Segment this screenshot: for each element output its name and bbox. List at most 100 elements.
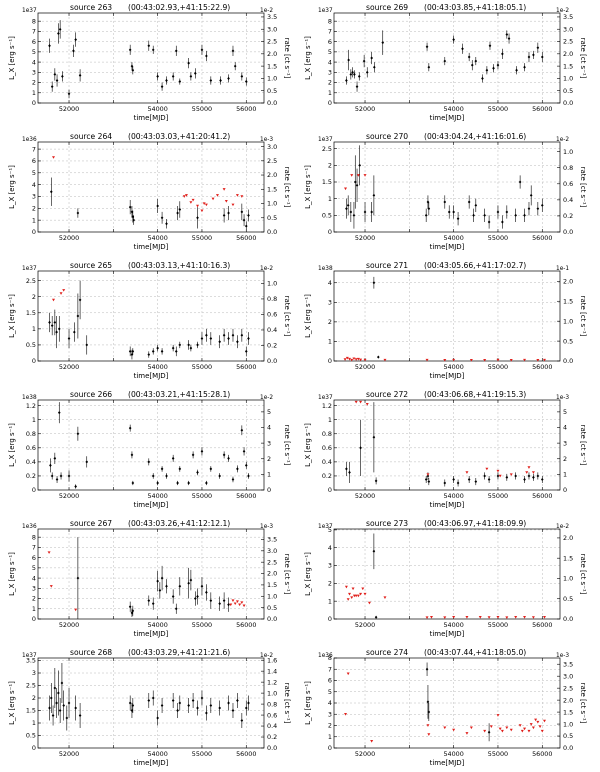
upper-limit-point: [452, 728, 456, 732]
x-axis-label: time[MJD]: [430, 630, 465, 638]
data-point: [514, 213, 517, 217]
y2-tick-label: 1.5: [563, 297, 573, 305]
y2-tick-label: 2.5: [563, 684, 573, 692]
data-point: [424, 477, 428, 482]
y2-tick-label: 3.5: [563, 660, 573, 668]
data-point: [176, 211, 179, 215]
series-upper-limits: [344, 174, 367, 191]
y2-tick-label: 1.5: [563, 708, 573, 716]
upper-limit-point: [536, 359, 540, 362]
data-point: [247, 213, 250, 218]
x-axis-label: time[MJD]: [430, 243, 465, 251]
data-point: [492, 66, 495, 70]
data-point: [53, 72, 57, 76]
upper-limit-point: [452, 358, 456, 362]
y2-tick-label: 1.0: [563, 148, 573, 156]
data-point: [128, 205, 132, 209]
upper-limit-point: [498, 727, 502, 731]
data-point: [353, 72, 356, 76]
data-point: [222, 333, 226, 337]
data-point: [357, 74, 361, 79]
upper-limit-point: [500, 729, 504, 733]
y-tick-label: 5: [328, 688, 332, 696]
y-tick-label: 8: [32, 17, 36, 25]
y-tick-label: 2.5: [26, 682, 36, 690]
data-point: [176, 481, 179, 485]
panel-title: source 263: [70, 3, 112, 12]
series-detections: [48, 280, 250, 360]
y-tick-label: 0: [328, 615, 332, 623]
data-point: [178, 467, 182, 471]
y-tick-label: 1: [32, 325, 36, 333]
data-point: [523, 213, 526, 217]
data-point: [200, 696, 204, 700]
y2-tick-label: 1.4: [267, 667, 277, 675]
upper-limit-point: [240, 601, 244, 605]
upper-limit-point: [496, 469, 500, 473]
data-point: [205, 711, 208, 715]
y-tick-label: 0: [32, 615, 36, 623]
data-point: [189, 74, 193, 79]
data-point: [55, 330, 58, 334]
data-point: [425, 45, 429, 49]
x-tick-label: 54000: [147, 234, 167, 242]
series-upper-limits: [344, 585, 546, 619]
data-point: [209, 703, 213, 708]
data-point: [536, 474, 540, 478]
y-tick-label: 0.8: [26, 430, 36, 438]
y2-exponent: 1e-2: [556, 137, 569, 143]
data-point: [57, 691, 60, 695]
y2-tick-label: 3.5: [267, 13, 277, 21]
upper-limit-point: [487, 616, 491, 619]
y-tick-label: 0.4: [322, 458, 332, 466]
data-point: [456, 481, 460, 485]
data-point: [187, 481, 190, 485]
panel-source-272: 52000 54000 55000 56000 0 0.2 0.4 0.6 0.8 1 1.2 0 1 2…: [304, 390, 587, 509]
y-tick-label: 1.5: [26, 309, 36, 317]
data-point: [365, 70, 369, 74]
data-point: [189, 578, 193, 582]
data-point: [218, 706, 221, 710]
y2-tick-label: 1.0: [563, 575, 573, 583]
y2-tick-label: 1.0: [267, 592, 277, 600]
data-point: [160, 85, 164, 89]
data-point: [65, 716, 69, 720]
data-point: [50, 474, 54, 478]
y-tick-label: 2: [328, 722, 332, 730]
y-tick-label: 7: [32, 145, 36, 153]
data-point: [487, 730, 491, 734]
data-point: [488, 44, 492, 48]
data-point: [244, 349, 248, 353]
upper-limit-point: [542, 616, 546, 619]
data-point: [205, 481, 208, 485]
data-point: [57, 411, 61, 415]
upper-limit-point: [531, 471, 535, 474]
data-point: [472, 213, 475, 217]
y-tick-label: 2: [328, 580, 332, 588]
data-point: [244, 706, 248, 710]
data-point: [515, 68, 518, 72]
y-tick-label: 5: [32, 48, 36, 56]
y2-tick-label: 1: [563, 471, 567, 479]
panel-source-274: 52000 54000 55000 56000 0 1 2 3 4 5 6 7 8 0.0 0.5 1.0 1.…: [304, 648, 587, 767]
x-tick-label: 52000: [59, 621, 79, 629]
y-tick-label: 1: [32, 89, 36, 97]
data-point: [351, 70, 354, 74]
y-tick-label: 2: [32, 79, 36, 87]
y2-tick-label: 3.0: [267, 547, 277, 555]
data-point: [58, 27, 62, 31]
data-point: [191, 698, 195, 703]
data-point: [355, 183, 359, 187]
y2-tick-label: 0.2: [267, 733, 277, 741]
y-tick-label: 0.6: [26, 444, 36, 452]
x-tick-label: 54000: [147, 621, 167, 629]
x-tick-label: 56000: [236, 492, 256, 500]
series-detections: [49, 177, 250, 231]
data-point: [236, 698, 239, 703]
y-axis-label: L_X [erg s⁻¹]: [304, 552, 312, 596]
y-tick-label: 2: [32, 293, 36, 301]
y-axis-label: L_X [erg s⁻¹]: [8, 681, 16, 725]
upper-limit-point: [527, 466, 531, 469]
data-point: [55, 701, 58, 705]
data-point: [128, 426, 132, 430]
